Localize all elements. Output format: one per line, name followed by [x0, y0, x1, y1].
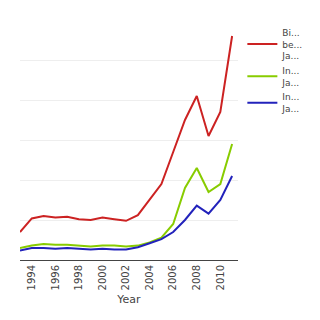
svg-text:1994: 1994 — [26, 265, 37, 290]
svg-text:2010: 2010 — [215, 265, 226, 290]
svg-text:2002: 2002 — [120, 265, 131, 290]
svg-text:2000: 2000 — [97, 265, 108, 290]
svg-text:2004: 2004 — [144, 265, 155, 290]
svg-text:Year: Year — [116, 293, 141, 306]
svg-text:In...Ja...: In...Ja... — [281, 66, 299, 88]
svg-text:1998: 1998 — [73, 265, 84, 290]
svg-text:2006: 2006 — [167, 265, 178, 290]
svg-text:Bi...be...Ja...: Bi...be...Ja... — [281, 28, 302, 61]
svg-text:1996: 1996 — [50, 265, 61, 290]
svg-text:2008: 2008 — [191, 265, 202, 290]
svg-text:In...Ja...: In...Ja... — [281, 92, 299, 114]
